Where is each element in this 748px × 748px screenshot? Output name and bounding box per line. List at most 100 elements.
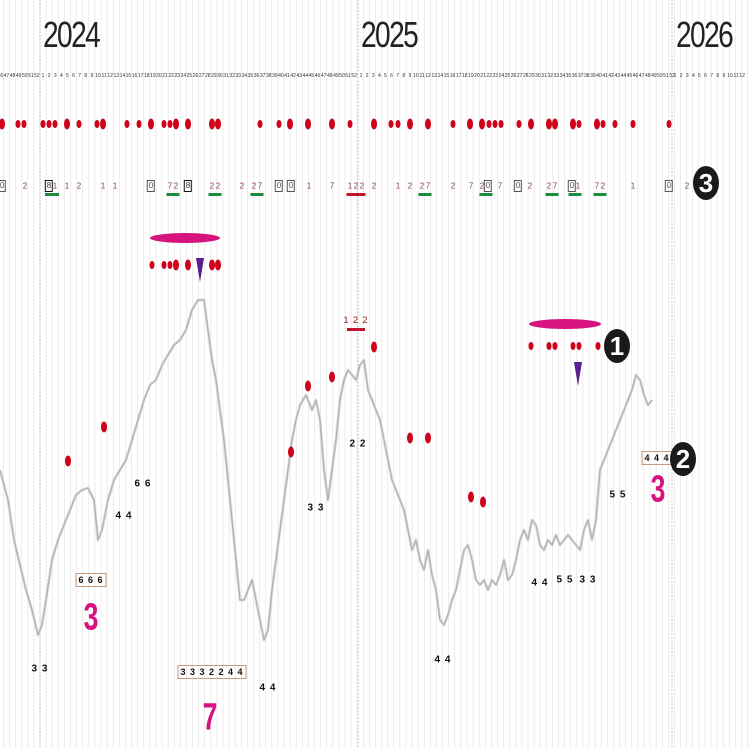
week-number: 28 (522, 73, 529, 79)
signal-dot (388, 120, 394, 128)
count-label: 1 (52, 181, 58, 191)
count-label: 7 (594, 181, 600, 191)
week-number: 23 (492, 73, 499, 79)
week-number: 42 (608, 73, 614, 79)
week-number: 9 (408, 73, 412, 79)
chart-signal-dot (65, 455, 71, 467)
week-number: 1 (41, 73, 45, 79)
week-number: 2 (47, 73, 51, 79)
signal-dot (600, 120, 606, 128)
count-underline (45, 193, 59, 196)
signal-dot (630, 120, 636, 128)
week-number: 10 (727, 73, 733, 79)
chart-signal-dot (468, 491, 474, 503)
cluster-dot (167, 261, 173, 269)
marker-triangle-icon (196, 258, 204, 282)
week-number: 12 (425, 73, 431, 79)
wave-label: 2 2 (349, 438, 367, 450)
week-number: 20 (474, 73, 480, 79)
week-number: 14 (119, 73, 126, 79)
count-label: 1 (64, 181, 70, 191)
count-underline (593, 193, 607, 196)
week-number: 39 (590, 73, 596, 79)
signal-dot (371, 118, 377, 130)
signal-dot (486, 120, 492, 128)
wave-label: 6 6 (134, 478, 152, 490)
cluster-dot (173, 259, 179, 271)
week-number: 48 (326, 73, 333, 79)
highlight-ellipse (529, 319, 601, 329)
week-number: 44 (620, 73, 627, 79)
week-number: 3 (371, 73, 375, 79)
week-number: 26 (192, 73, 199, 79)
big-count-number: 3 (650, 468, 666, 511)
week-number: 6 (704, 73, 707, 79)
week-number: 9 (722, 73, 726, 79)
week-number: 46 (314, 73, 321, 79)
boxed-sequence: 4 4 4 (641, 451, 673, 465)
week-number: 52 (34, 73, 40, 79)
signal-dot (52, 120, 58, 128)
numbered-badge-3: 3 (693, 166, 719, 200)
count-underline (346, 193, 366, 196)
count-label: 7 (257, 181, 263, 191)
count-label: 8 (183, 180, 193, 192)
week-number: 11 (733, 73, 739, 79)
week-number: 13 (113, 73, 120, 79)
count-label: 2 (215, 181, 221, 191)
week-number-axis: 4647484950515212345678910111213141516171… (0, 73, 748, 83)
week-number: 24 (180, 73, 187, 79)
signal-dot (276, 120, 282, 128)
week-number: 7 (710, 73, 714, 79)
week-number: 3 (53, 73, 57, 79)
week-number: 5 (384, 73, 387, 79)
highlight-ellipse (150, 233, 220, 243)
wave-label: 5 5 (609, 489, 627, 501)
signal-dot (612, 120, 618, 128)
week-number: 26 (510, 73, 517, 79)
signal-dot (185, 118, 191, 130)
week-number: 33 (553, 73, 560, 79)
count-label: 8 (44, 180, 54, 192)
week-number: 31 (223, 73, 229, 79)
week-number: 51 (345, 73, 351, 79)
cluster-dot (570, 342, 576, 350)
cluster-dot (185, 259, 191, 271)
year-label-2025: 2025 (361, 14, 419, 55)
cluster-dot (161, 261, 167, 269)
signal-dot (40, 120, 46, 128)
cluster-dot (149, 261, 155, 269)
week-number: 15 (125, 73, 132, 79)
week-number: 7 (396, 73, 400, 79)
week-number: 52 (351, 73, 357, 79)
year-label-2024: 2024 (43, 14, 101, 55)
wave-label: 4 4 (115, 510, 133, 522)
week-number: 29 (529, 73, 535, 79)
week-number: 45 (626, 73, 633, 79)
count-label: 2 (76, 181, 82, 191)
count-label: 2 (371, 181, 377, 191)
week-number: 36 (253, 73, 260, 79)
count-label: 2 (600, 181, 606, 191)
count-label: 7 (497, 181, 503, 191)
wave-label: 4 4 (434, 654, 452, 666)
count-label: 2 (527, 181, 533, 191)
week-number: 38 (265, 73, 272, 79)
week-number: 2 (679, 73, 683, 79)
big-count-number: 7 (202, 696, 218, 739)
chart-signal-dot (329, 371, 335, 383)
week-number: 22 (486, 73, 492, 79)
signal-dot (528, 118, 534, 130)
count-label: 2 (684, 181, 690, 191)
marker-triangle-icon (574, 362, 582, 386)
signal-dot (76, 120, 82, 128)
week-number: 48 (9, 73, 16, 79)
signal-dot (136, 120, 142, 128)
week-number: 16 (131, 73, 138, 79)
week-number: 10 (413, 73, 419, 79)
count-label: 2 (22, 181, 28, 191)
chart-signal-dot (371, 341, 377, 353)
count-label: 7 (552, 181, 558, 191)
week-number: 32 (229, 73, 235, 79)
